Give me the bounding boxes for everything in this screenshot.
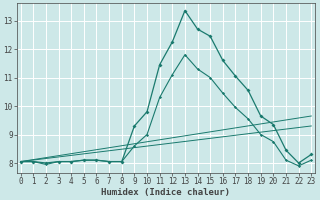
X-axis label: Humidex (Indice chaleur): Humidex (Indice chaleur) <box>101 188 230 197</box>
